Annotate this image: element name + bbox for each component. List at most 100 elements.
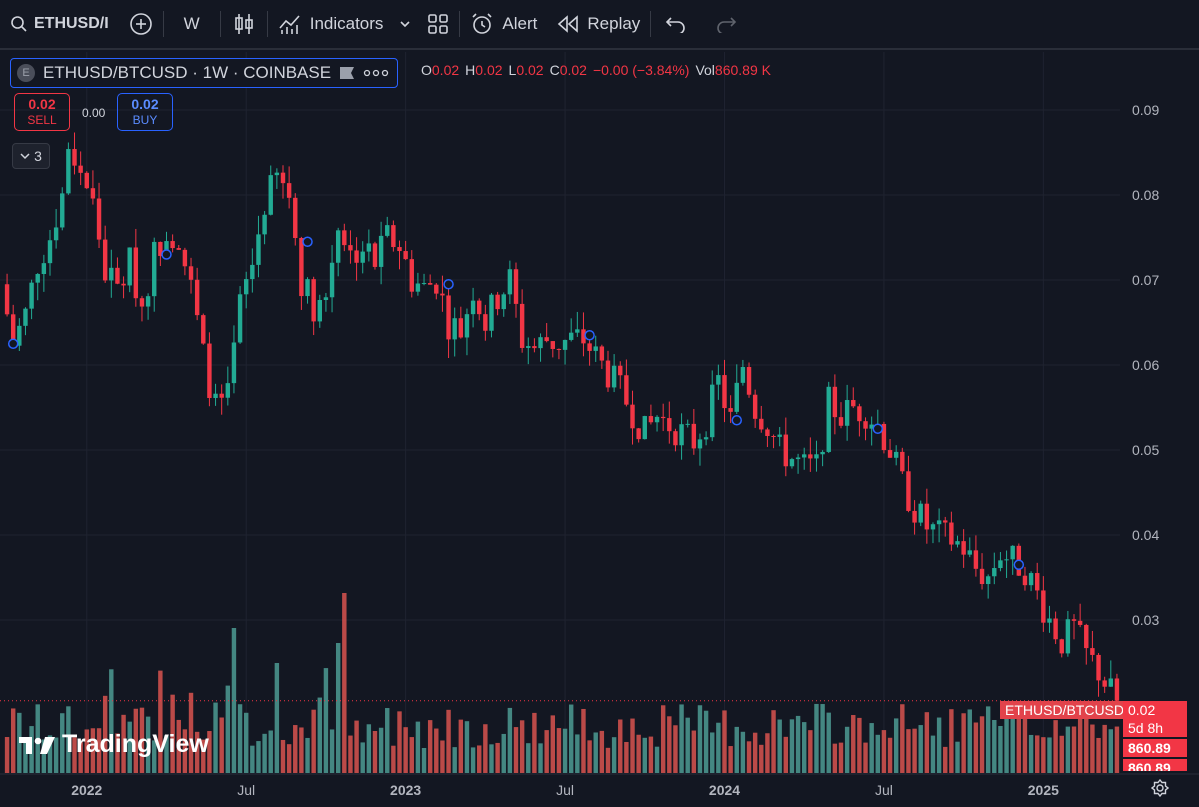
volume-bar: [10, 708, 16, 773]
volume-bar: [679, 704, 684, 773]
candle-body: [1028, 573, 1034, 586]
volume-bar: [1096, 737, 1101, 773]
alert-label: Alert: [502, 14, 538, 33]
open-value: 0.02: [431, 62, 460, 78]
volume-bar: [1090, 724, 1095, 773]
volume-bar: [127, 721, 132, 773]
candle-body: [421, 283, 427, 285]
volume-bar: [372, 731, 378, 773]
indicators-dropdown[interactable]: [393, 0, 417, 48]
volume-bar: [918, 725, 923, 773]
candle-body: [1053, 618, 1058, 640]
more-options-icon[interactable]: [363, 69, 389, 77]
candle-body: [495, 294, 500, 310]
volume-bar: [961, 713, 966, 773]
volume-bar: [78, 741, 83, 773]
candle-body: [587, 343, 592, 351]
series-legend[interactable]: E ETHUSD/BTCUSD · 1W · COINBASE: [10, 58, 399, 88]
volume-bar: [979, 716, 985, 773]
volume-bar: [244, 712, 249, 773]
volume-bar: [1059, 735, 1064, 773]
candle-body: [716, 375, 721, 385]
candle-body: [121, 283, 126, 286]
candle-body: [513, 269, 519, 304]
volume-bar: [495, 742, 500, 773]
price-tick-label: 0.09: [1132, 102, 1159, 118]
candle-body: [1090, 648, 1095, 655]
candle-body: [470, 300, 476, 315]
compare-button[interactable]: [119, 0, 163, 48]
volume-bar: [182, 729, 188, 773]
high-value: 0.02: [475, 62, 503, 78]
countdown-tag: 5d 8h: [1123, 719, 1187, 737]
volume-bar: [538, 743, 543, 773]
undo-button[interactable]: [651, 0, 701, 48]
open-label: O: [421, 62, 432, 78]
candle-body: [814, 454, 819, 459]
volume-bar: [593, 732, 598, 773]
indicators-button[interactable]: Indicators: [268, 0, 394, 48]
time-axis[interactable]: 2022 Jul 2023 Jul 2024 Jul 2025: [0, 773, 1199, 798]
layouts-button[interactable]: [417, 0, 459, 48]
volume-bar: [568, 704, 574, 773]
candle-body: [985, 576, 991, 585]
volume-bar: [415, 721, 421, 773]
candle-body: [979, 568, 985, 585]
candle-body: [869, 424, 874, 429]
candle-body: [930, 524, 936, 530]
candle-body: [84, 172, 89, 189]
alert-button[interactable]: Alert: [460, 0, 547, 48]
volume-bar: [23, 737, 28, 773]
time-tick-label: Jul: [556, 782, 574, 798]
candle-body: [851, 400, 856, 407]
volume-bar: [832, 743, 838, 773]
time-tick-label: Jul: [875, 782, 893, 798]
interval-button[interactable]: W: [164, 0, 220, 48]
volume-bar: [507, 707, 513, 773]
candle-body: [60, 193, 65, 228]
candle-body: [593, 346, 598, 351]
volume-bar: [912, 728, 917, 773]
dividend-marker: [7, 338, 19, 349]
volume-bar: [446, 709, 451, 773]
sell-button[interactable]: 0.02 SELL: [14, 93, 70, 131]
candle-body: [483, 314, 488, 331]
symbol-search-button[interactable]: ETHUSD/I: [0, 0, 119, 48]
price-axis[interactable]: 0.03 0.04 0.05 0.06 0.07 0.08 0.09: [1132, 102, 1159, 628]
volume-bar: [1065, 726, 1071, 773]
candle-body: [35, 274, 40, 283]
volume-bar: [274, 663, 280, 773]
candle-body: [268, 175, 273, 215]
replay-button[interactable]: Replay: [547, 0, 650, 48]
candle-body: [366, 243, 372, 252]
flag-icon[interactable]: [339, 66, 355, 80]
volume-bar: [630, 718, 635, 773]
volume-bar: [685, 717, 690, 773]
candle-body: [691, 423, 697, 449]
volume-bar: [293, 725, 298, 773]
candle-body: [403, 251, 408, 260]
candle-body: [90, 188, 96, 199]
candle-body: [1010, 545, 1015, 560]
tradingview-logo[interactable]: TradingView: [18, 730, 209, 759]
redo-button[interactable]: [701, 0, 751, 48]
volume-bar: [893, 718, 899, 773]
volume-bar: [863, 742, 868, 773]
volume-bar: [1028, 734, 1034, 773]
chart-type-button[interactable]: [221, 0, 267, 48]
buy-button[interactable]: 0.02 BUY: [117, 93, 173, 131]
candle-body: [10, 314, 16, 346]
settings-gear-icon[interactable]: [1151, 779, 1169, 797]
candle-body: [826, 386, 831, 452]
candle-body: [274, 172, 280, 176]
volume-bar: [992, 719, 997, 773]
volume-bar: [513, 727, 519, 773]
volume-bar: [924, 712, 930, 773]
candle-body: [581, 329, 586, 344]
volume-bar: [844, 726, 850, 773]
collapse-indicators-button[interactable]: 3: [12, 143, 50, 169]
volume-bar: [188, 692, 194, 773]
candle-body: [78, 165, 83, 173]
candle-body: [636, 428, 641, 440]
